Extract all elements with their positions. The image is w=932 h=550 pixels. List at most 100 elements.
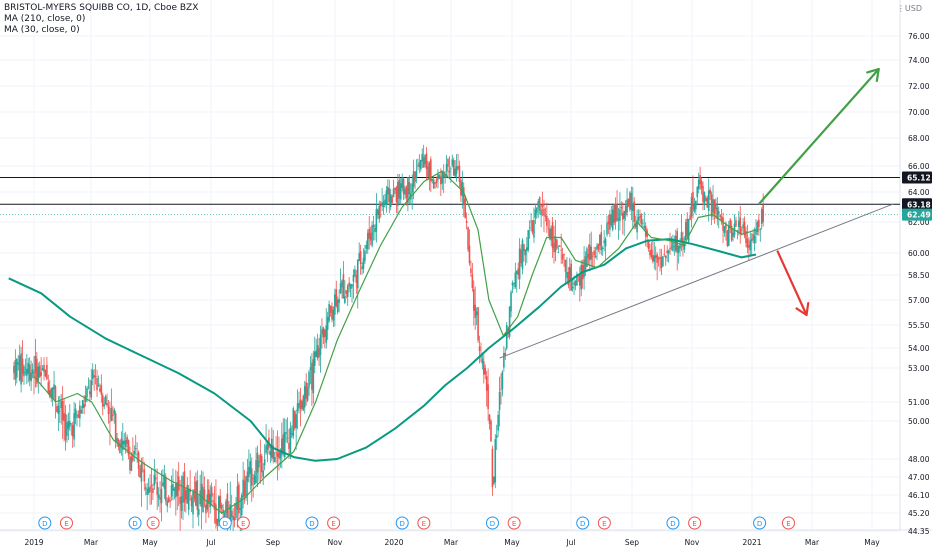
candle-body <box>606 223 608 235</box>
candle-body <box>173 488 176 491</box>
candle-body <box>142 461 144 463</box>
candle-body <box>106 403 108 406</box>
dividend-marker[interactable]: D <box>485 516 499 530</box>
candle-body <box>207 489 210 504</box>
dividend-marker[interactable]: D <box>753 516 767 530</box>
candle-body <box>629 192 631 210</box>
candle-body <box>444 175 446 178</box>
candle-body <box>686 218 689 237</box>
earnings-marker[interactable]: E <box>688 516 702 530</box>
candle-body <box>536 207 538 214</box>
candle-body <box>601 247 604 250</box>
candle-body <box>600 232 603 251</box>
candle-body <box>69 421 71 427</box>
earnings-marker[interactable]: E <box>236 516 250 530</box>
candle-body <box>230 510 233 518</box>
candle-body <box>470 268 472 274</box>
candle-body <box>697 179 700 190</box>
dividend-marker[interactable]: D <box>576 516 590 530</box>
candle-body <box>232 516 234 521</box>
candle-body <box>452 160 455 176</box>
candle-body <box>580 265 583 290</box>
dividend-marker[interactable]: D <box>305 516 319 530</box>
candle-body <box>164 476 167 502</box>
earnings-marker[interactable]: E <box>327 516 341 530</box>
event-marker-circle <box>576 516 590 530</box>
candle-body <box>525 247 528 251</box>
candle-body <box>67 421 70 430</box>
candle-body <box>725 223 727 229</box>
y-tick-label: 68.00 <box>908 134 930 143</box>
candle-body <box>632 204 634 212</box>
candle-body <box>377 209 379 215</box>
candle-body <box>216 518 219 526</box>
candle-body <box>666 250 668 254</box>
candle-body <box>99 388 101 392</box>
dividend-marker[interactable]: D <box>218 516 232 530</box>
candle-body <box>624 205 627 216</box>
dividend-marker[interactable]: D <box>128 516 142 530</box>
candle-body <box>109 421 111 423</box>
candle-body <box>239 508 242 510</box>
candle-body <box>166 500 169 507</box>
candle-body <box>442 171 445 178</box>
candle-body <box>154 477 157 480</box>
candle-body <box>355 275 358 283</box>
candle-body <box>753 235 756 244</box>
candle-body <box>301 400 303 409</box>
candle-body <box>299 400 302 409</box>
earnings-marker[interactable]: E <box>507 516 521 530</box>
candle-body <box>465 220 468 224</box>
dividend-marker[interactable]: D <box>38 516 52 530</box>
candle-body <box>677 246 680 253</box>
earnings-marker[interactable]: E <box>417 516 431 530</box>
candle-body <box>303 386 306 408</box>
candle-body <box>760 209 763 224</box>
currency-menu[interactable]: ⋮USD <box>897 4 922 13</box>
candle-body <box>157 494 160 498</box>
price-tag <box>902 198 932 211</box>
candle-body <box>576 274 578 286</box>
candle-body <box>285 432 287 434</box>
earnings-marker[interactable]: E <box>781 516 795 530</box>
candle-body <box>13 366 15 374</box>
candle-body <box>225 501 227 514</box>
ma-slow-line <box>8 238 757 462</box>
candle-body <box>122 440 124 450</box>
candle-body <box>87 386 90 388</box>
candle-body <box>107 406 110 414</box>
earnings-marker[interactable]: E <box>146 516 160 530</box>
event-marker-letter: E <box>151 520 155 528</box>
candle-body <box>670 246 673 248</box>
candle-body <box>375 208 378 232</box>
candle-body <box>258 461 260 468</box>
candle-body <box>43 364 45 372</box>
candle-body <box>362 257 365 270</box>
candle-body <box>250 468 253 486</box>
candle-body <box>407 177 409 204</box>
candle-body <box>477 307 479 341</box>
candle-body <box>293 411 296 429</box>
dividend-marker[interactable]: D <box>395 516 409 530</box>
candle-body <box>21 358 24 374</box>
candle-body <box>14 359 17 380</box>
candle-body <box>567 271 570 286</box>
candle-body <box>722 217 724 231</box>
menu-dots-icon[interactable]: ⋮ <box>896 4 905 13</box>
candle-body <box>717 211 720 215</box>
candle-body <box>418 162 421 167</box>
earnings-marker[interactable]: E <box>597 516 611 530</box>
candle-body <box>220 505 223 509</box>
candle-body <box>591 255 594 257</box>
candle-body <box>113 409 116 415</box>
y-tick-label: 72.00 <box>908 82 930 91</box>
earnings-marker[interactable]: E <box>59 516 73 530</box>
dividend-marker[interactable]: D <box>666 516 680 530</box>
candle-body <box>673 246 676 248</box>
candle-body <box>430 159 432 182</box>
candle-body <box>643 226 646 228</box>
candle-body <box>713 199 716 214</box>
candle-body <box>427 166 429 178</box>
